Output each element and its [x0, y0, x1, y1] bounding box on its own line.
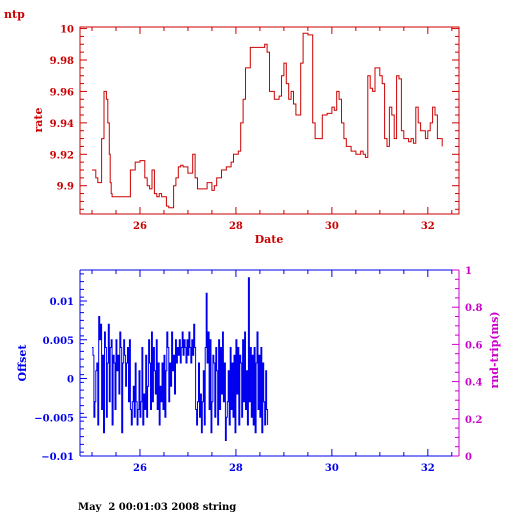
offset-series-line: [92, 277, 269, 441]
offset-y-tick-label: 0.005: [43, 336, 74, 347]
offset-x-tick-label: 28: [229, 463, 243, 474]
rate-y-tick-label: 9.9: [57, 182, 74, 193]
roundtrip-y-tick-label: 0.4: [465, 378, 482, 389]
offset-y-tick-label: −0.01: [41, 452, 74, 463]
rate-y-tick-label: 9.98: [50, 56, 74, 67]
rate-axis-ticks: [80, 27, 459, 214]
roundtrip-y-tick-label: 0.8: [465, 303, 482, 314]
roundtrip-y-tick-label: 0.2: [465, 415, 482, 426]
rate-chart: 26 28 30 32 9.9 9.92 9.94 9.96 9.98 10 rate Date: [32, 25, 460, 246]
offset-axis-ticks: [80, 269, 459, 457]
offset-x-tick-label: 30: [325, 463, 339, 474]
rate-y-tick-label: 9.92: [50, 150, 74, 161]
rate-y-tick-label: 9.94: [50, 119, 74, 130]
offset-series: [92, 277, 269, 441]
rate-series: [92, 32, 443, 209]
offset-y-tick-label: 0: [67, 375, 74, 386]
offset-y-axis-label: Offset: [16, 344, 29, 382]
rate-y-tick-label: 10: [60, 25, 74, 36]
rate-series-line: [92, 32, 443, 209]
rate-x-tick-label: 28: [229, 221, 243, 232]
rate-plot-frame: [79, 26, 460, 215]
rate-tick-labels: 26 28 30 32 9.9 9.92 9.94 9.96 9.98 10: [50, 25, 435, 232]
footer-timestamp: May 2 00:01:03 2008 string: [78, 502, 236, 512]
app-label: ntp: [4, 8, 25, 21]
offset-tick-labels: 26 28 30 32 −0.01 −0.005 0 0.005 0.01 0 0.2 0.4 0.6 0…: [34, 266, 482, 474]
offset-x-tick-label: 26: [133, 463, 147, 474]
roundtrip-y-tick-label: 1: [465, 266, 472, 277]
rate-x-tick-label: 30: [325, 221, 339, 232]
rate-y-axis-label: rate: [32, 107, 45, 132]
roundtrip-y-tick-label: 0: [465, 452, 472, 463]
offset-x-tick-label: 32: [421, 463, 435, 474]
roundtrip-y-axis-label: rnd-trip(ms): [488, 311, 501, 388]
offset-chart: 26 28 30 32 −0.01 −0.005 0 0.005 0.01 0 0.2 0.4 0.6 0…: [16, 266, 501, 474]
roundtrip-y-tick-label: 0.6: [465, 340, 482, 351]
offset-y-tick-label: 0.01: [50, 297, 74, 308]
rate-x-tick-label: 32: [421, 221, 435, 232]
offset-y-tick-label: −0.005: [34, 413, 74, 424]
rate-x-tick-label: 26: [133, 221, 147, 232]
rate-y-tick-label: 9.96: [50, 87, 74, 98]
date-x-axis-label: Date: [255, 233, 284, 246]
